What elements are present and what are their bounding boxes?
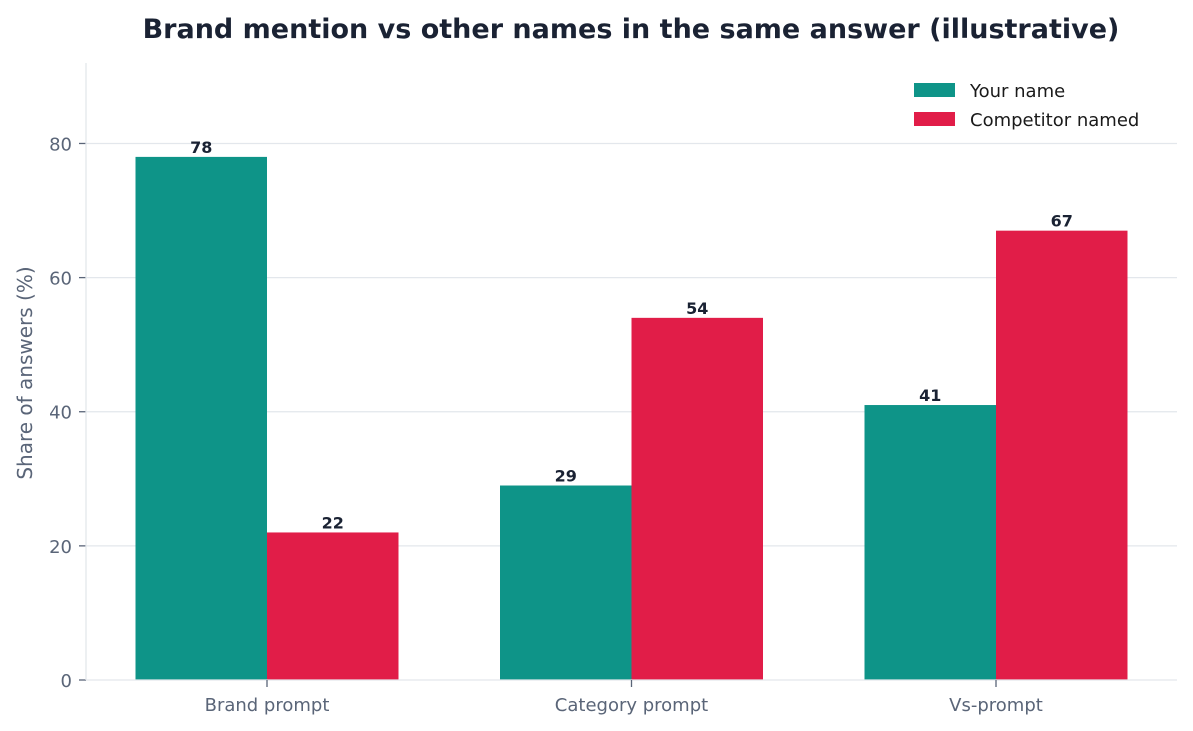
x-tick-label: Category prompt: [555, 695, 708, 716]
bar-competitor-named: [267, 532, 399, 680]
bar-competitor-named: [996, 230, 1128, 681]
bars: 78 22 29 54 41 67: [135, 138, 1128, 681]
legend: Your name Competitor named: [914, 81, 1139, 131]
data-label: 54: [686, 299, 708, 318]
x-tick-label: Vs-prompt: [949, 695, 1043, 716]
data-label: 41: [919, 386, 941, 405]
y-tick-label: 40: [49, 403, 72, 424]
y-tick-label: 60: [49, 269, 72, 290]
legend-swatch: [914, 112, 955, 126]
legend-label: Your name: [969, 81, 1065, 102]
legend-label: Competitor named: [970, 110, 1139, 131]
y-tick-label: 20: [49, 537, 72, 558]
bar-your-name: [500, 485, 632, 680]
y-tick-label: 80: [49, 134, 72, 155]
data-label: 29: [555, 467, 577, 486]
bar-competitor-named: [631, 317, 763, 680]
bar-your-name: [135, 156, 267, 681]
y-axis-label: Share of answers (%): [13, 266, 37, 479]
bar-your-name: [864, 405, 996, 680]
y-tick-label: 0: [61, 671, 72, 692]
data-label: 67: [1051, 212, 1073, 231]
chart-title: Brand mention vs other names in the same…: [143, 14, 1120, 45]
data-label: 22: [322, 513, 344, 532]
x-tick-label: Brand prompt: [205, 695, 330, 716]
legend-swatch: [914, 83, 955, 97]
axes: 0 20 40 60 80 Brand prompt Category prompt Vs-p…: [49, 63, 1177, 716]
data-label: 78: [190, 138, 212, 157]
